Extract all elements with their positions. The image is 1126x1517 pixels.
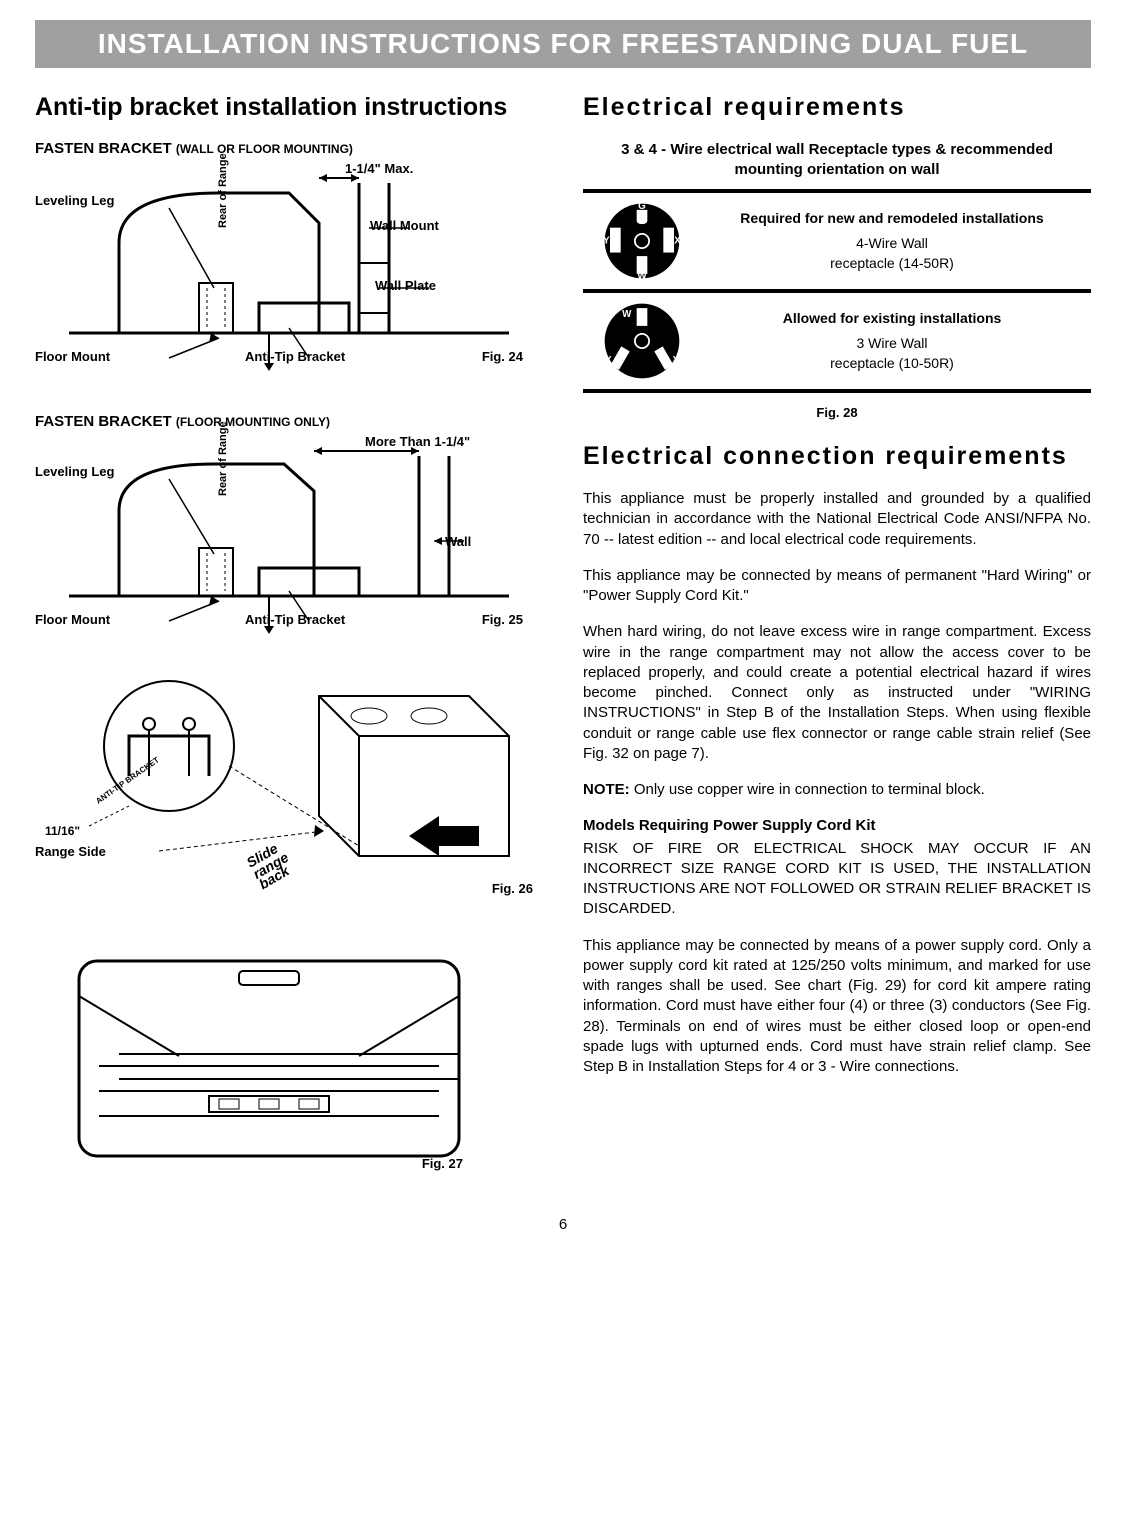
fig25-label-wall: Wall [445, 534, 471, 549]
recept3-line1: 3 Wire Wall [856, 335, 927, 351]
body-note: NOTE: Only use copper wire in connection… [583, 780, 1091, 800]
electrical-conn-heading: Electrical connection requirements [583, 442, 1091, 471]
fig25-label-floor-mount: Floor Mount [35, 612, 110, 627]
fig25-label-rear: Rear of Range [217, 421, 229, 496]
receptacle-3wire-row: W Y X Allowed for existing installations… [583, 293, 1091, 393]
fig27-diagram [35, 946, 543, 1166]
receptacle-title: 3 & 4 - Wire electrical wall Receptacle … [603, 140, 1071, 179]
svg-text:X: X [673, 355, 680, 366]
body-p1: This appliance must be properly installe… [583, 489, 1091, 550]
receptacle-4wire-row: G Y X W Required for new and remodeled i… [583, 189, 1091, 293]
fig24-label-wall-mount: Wall Mount [370, 218, 439, 233]
fig24-label-leveling-leg: Leveling Leg [35, 193, 114, 208]
svg-text:Y: Y [603, 236, 610, 247]
fig28-caption: Fig. 28 [583, 405, 1091, 420]
fig26-caption: Fig. 26 [492, 881, 533, 896]
recept4-bold: Required for new and remodeled installat… [707, 209, 1077, 229]
fig25-caption: Fig. 25 [482, 612, 523, 627]
page-banner: INSTALLATION INSTRUCTIONS FOR FREESTANDI… [35, 20, 1091, 68]
svg-text:X: X [674, 236, 681, 247]
fig27-caption: Fig. 27 [422, 1156, 463, 1171]
svg-text:W: W [637, 271, 647, 281]
fig24-title-bold: FASTEN BRACKET [35, 140, 172, 157]
fig-26-block: 11/16" Range Side ANTI-TIP BRACKET Slide… [35, 676, 543, 906]
fig24-label-floor-mount: Floor Mount [35, 349, 110, 364]
fig-27-block: Fig. 27 [35, 946, 543, 1176]
p4-bold-heading: Models Requiring Power Supply Cord Kit [583, 817, 876, 834]
recept4-line1: 4-Wire Wall [856, 235, 928, 251]
left-column: Anti-tip bracket installation instructio… [35, 93, 543, 1186]
fig-24-block: FASTEN BRACKET (WALL OR FLOOR MOUNTING) [35, 140, 543, 373]
recept3-line2: receptacle (10-50R) [830, 355, 954, 371]
fig26-label-range-side: Range Side [35, 844, 106, 859]
fig25-label-more-than: More Than 1-1/4" [365, 434, 475, 449]
note-label: NOTE: [583, 781, 630, 798]
electrical-req-heading: Electrical requirements [583, 93, 1091, 122]
fig24-caption: Fig. 24 [482, 349, 523, 364]
recept3-bold: Allowed for existing installations [707, 309, 1077, 329]
body-p3: When hard wiring, do not leave excess wi… [583, 622, 1091, 764]
svg-text:W: W [622, 309, 632, 320]
right-column: Electrical requirements 3 & 4 - Wire ele… [583, 93, 1091, 1186]
fig-25-block: FASTEN BRACKET (FLOOR MOUNTING ONLY) [35, 413, 543, 636]
body-p2: This appliance may be connected by means… [583, 566, 1091, 607]
fig25-label-anti-tip: Anti-Tip Bracket [245, 612, 345, 627]
fig24-label-wall-plate: Wall Plate [375, 278, 436, 293]
recept4-line2: receptacle (14-50R) [830, 255, 954, 271]
fig24-title-small: (WALL OR FLOOR MOUNTING) [176, 142, 353, 156]
anti-tip-heading: Anti-tip bracket installation instructio… [35, 93, 543, 122]
receptacle-4wire-icon: G Y X W [597, 201, 687, 281]
fig25-label-leveling-leg: Leveling Leg [35, 464, 114, 479]
page-number: 6 [35, 1216, 1091, 1233]
fig25-title-bold: FASTEN BRACKET [35, 413, 172, 430]
note-text: Only use copper wire in connection to te… [630, 781, 985, 798]
body-p5: This appliance may be connected by means… [583, 936, 1091, 1078]
svg-text:Y: Y [605, 355, 612, 366]
body-p4: RISK OF FIRE OR ELECTRICAL SHOCK MAY OCC… [583, 839, 1091, 920]
fig26-label-eleven-sixteen: 11/16" [45, 824, 80, 838]
fig24-label-rear: Rear of Range [217, 153, 229, 228]
fig24-label-max: 1-1/4" Max. [345, 161, 413, 176]
fig24-label-anti-tip: Anti-Tip Bracket [245, 349, 345, 364]
receptacle-3wire-icon: W Y X [597, 301, 687, 381]
svg-text:G: G [638, 201, 646, 212]
fig25-title-small: (FLOOR MOUNTING ONLY) [176, 415, 330, 429]
